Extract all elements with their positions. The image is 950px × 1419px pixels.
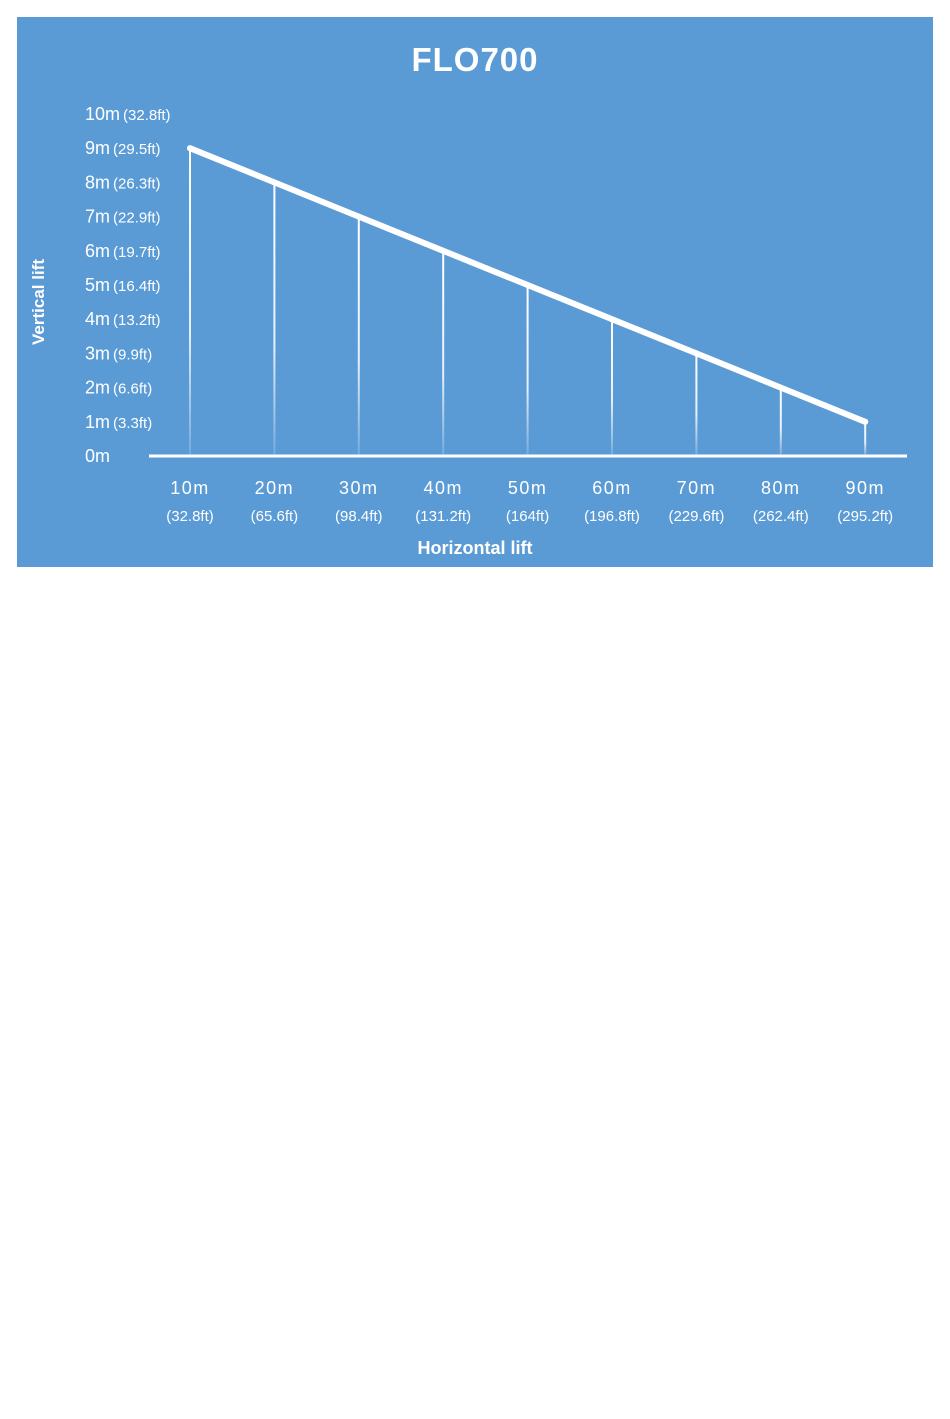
chart-panel: 0m 1m (3.3ft) 2m (6.6ft) 3m (9.9ft) 4m (13.2ft) 5…: [17, 17, 933, 567]
data-point: [524, 282, 531, 288]
x-tick-label: 60m: [592, 478, 632, 498]
x-tick-label-imperial: (65.6ft): [251, 508, 299, 525]
y-tick-label: 2m (6.6ft): [85, 378, 152, 398]
y-tick-label: 0m: [85, 446, 110, 466]
x-tick-label: 30m: [339, 478, 379, 498]
x-tick-label-imperial: (98.4ft): [335, 508, 383, 525]
x-tick-label: 70m: [677, 478, 717, 498]
x-tick-label-imperial: (196.8ft): [584, 508, 640, 525]
y-tick-label: 7m (22.9ft): [85, 207, 161, 227]
x-tick-label-imperial: (295.2ft): [837, 508, 893, 525]
data-point: [609, 316, 615, 323]
data-point: [271, 179, 278, 186]
x-tick-label-imperial: (131.2ft): [415, 508, 471, 525]
data-point: [355, 213, 362, 220]
x-tick-label-imperial: (262.4ft): [753, 508, 809, 525]
x-tick-label: 40m: [423, 478, 463, 498]
x-tick-label-imperial: (32.8ft): [166, 508, 214, 525]
data-point: [187, 145, 193, 152]
y-tick-label: 9m (29.5ft): [85, 138, 161, 158]
x-tick-label: 20m: [255, 478, 295, 498]
y-tick-label: 8m (26.3ft): [85, 172, 161, 192]
y-tick-label: 1m (3.3ft): [85, 412, 152, 432]
y-axis-title: Vertical lift: [29, 259, 48, 345]
data-point: [777, 384, 784, 391]
data-point: [693, 350, 700, 357]
x-tick-label: 50m: [508, 478, 548, 498]
data-point: [862, 418, 869, 425]
chart-plot: 0m 1m (3.3ft) 2m (6.6ft) 3m (9.9ft) 4m (13.2ft) 5…: [85, 104, 907, 525]
x-tick-label: 80m: [761, 478, 801, 498]
x-axis-title: Horizontal lift: [417, 538, 533, 558]
x-tick-label-imperial: (229.6ft): [668, 508, 724, 525]
chart-title: FLO700: [411, 41, 539, 78]
y-tick-label: 4m (13.2ft): [85, 309, 161, 329]
x-tick-label: 10m: [170, 478, 210, 498]
x-tick-label-imperial: (164ft): [506, 508, 549, 525]
y-tick-label: 10m (32.8ft): [85, 104, 171, 124]
x-tick-label: 90m: [845, 478, 885, 498]
data-point: [440, 247, 447, 254]
y-tick-label: 5m (16.4ft): [85, 275, 161, 295]
y-tick-label: 3m (9.9ft): [85, 343, 152, 363]
y-tick-label: 6m (19.7ft): [85, 241, 161, 261]
